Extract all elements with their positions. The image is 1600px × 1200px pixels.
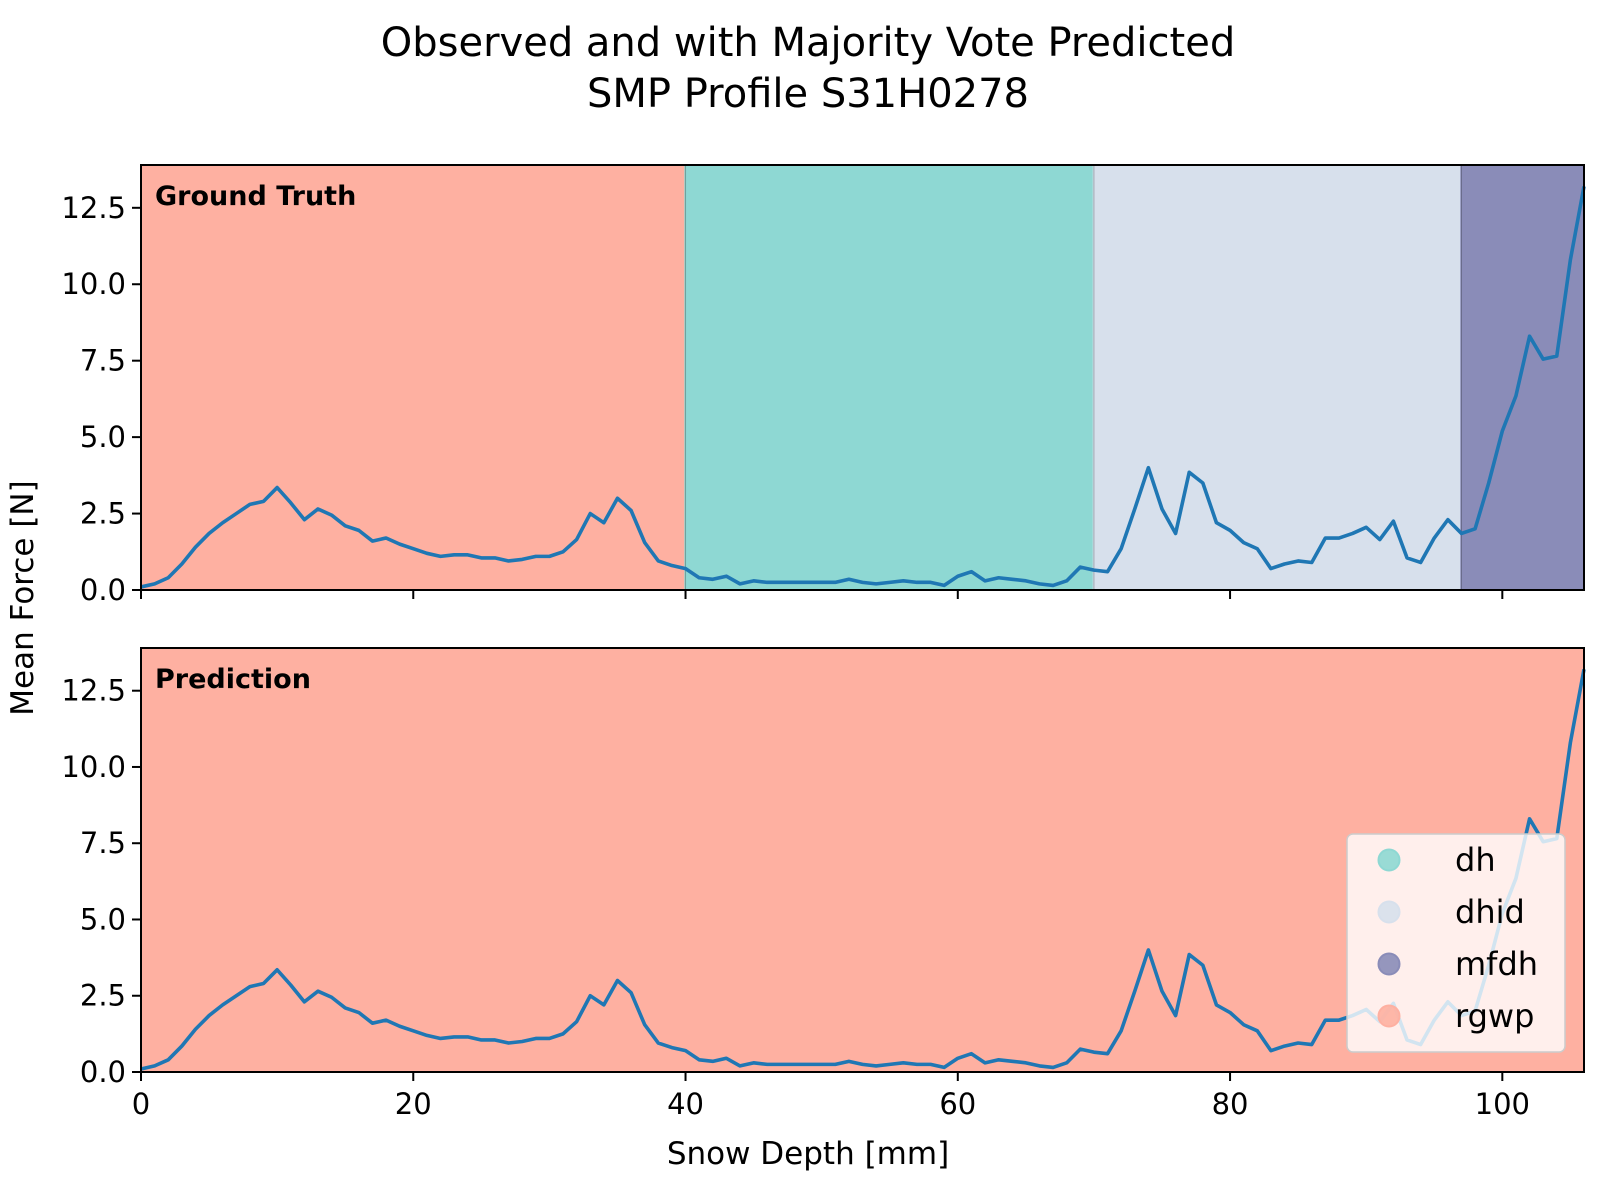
y-tick-label: 7.5 (80, 344, 126, 378)
prediction-x-ticks: 0 20 40 60 80 100 (132, 1072, 1530, 1121)
ground-truth-label: Ground Truth (155, 181, 356, 212)
legend-label-dhid: dhid (1455, 893, 1525, 931)
legend: dh dhid mfdh rgwp (1346, 833, 1566, 1053)
prediction-label: Prediction (155, 664, 311, 695)
ground-truth-panel: 0.0 2.5 5.0 7.5 10.0 12.5 Ground Truth (61, 164, 1586, 607)
x-tick-label: 100 (1475, 1087, 1530, 1121)
ground-truth-y-ticks: 0.0 2.5 5.0 7.5 10.0 12.5 (61, 191, 141, 607)
x-axis-label: Snow Depth [mm] (667, 1136, 949, 1172)
prediction-class-bands (141, 648, 1584, 1072)
legend-label-rgwp: rgwp (1455, 997, 1534, 1035)
legend-label-dh: dh (1455, 841, 1496, 879)
y-tick-label: 2.5 (80, 497, 126, 531)
y-axis-label: Mean Force [N] (5, 480, 41, 715)
y-tick-label: 2.5 (80, 979, 126, 1013)
ground-truth-force-line (140, 186, 1586, 589)
y-tick-label: 7.5 (80, 826, 126, 860)
legend-marker-dh (1377, 848, 1401, 872)
y-tick-label: 0.0 (80, 1055, 126, 1089)
legend-marker-rgwp (1377, 1004, 1401, 1028)
prediction-y-ticks: 0.0 2.5 5.0 7.5 10.0 12.5 (61, 674, 141, 1089)
y-tick-label: 10.0 (61, 267, 126, 301)
class-band-rgwp (141, 648, 1584, 1072)
ground-truth-class-bands (141, 165, 1584, 590)
x-tick-label: 40 (667, 1087, 704, 1121)
legend-marker-mfdh (1377, 952, 1401, 976)
class-band-rgwp (141, 165, 686, 590)
chart-title: Observed and with Majority Vote Predicte… (381, 20, 1235, 66)
prediction-force-line (140, 669, 1586, 1071)
prediction-panel: 0.0 2.5 5.0 7.5 10.0 12.5 0 20 40 60 80 100 Predic… (61, 647, 1586, 1121)
x-tick-label: 20 (395, 1087, 432, 1121)
ground-truth-x-ticks (140, 590, 1504, 599)
class-band-dhid (1093, 165, 1462, 590)
ground-truth-axes-frame (140, 164, 1585, 591)
x-tick-label: 80 (1212, 1087, 1249, 1121)
x-tick-label: 0 (132, 1087, 150, 1121)
class-band-dh (685, 165, 1094, 590)
x-tick-label: 60 (939, 1087, 976, 1121)
y-tick-label: 5.0 (80, 902, 126, 936)
prediction-axes-frame (140, 647, 1585, 1073)
legend-marker-dhid (1377, 900, 1401, 924)
y-tick-label: 0.0 (80, 573, 126, 607)
y-tick-label: 5.0 (80, 420, 126, 454)
y-tick-label: 10.0 (61, 750, 126, 784)
chart-subtitle: SMP Profile S31H0278 (587, 71, 1029, 117)
y-tick-label: 12.5 (61, 674, 126, 708)
legend-label-mfdh: mfdh (1455, 945, 1538, 983)
class-band-mfdh (1461, 165, 1584, 590)
legend-box (1346, 833, 1566, 1053)
y-tick-label: 12.5 (61, 191, 126, 225)
